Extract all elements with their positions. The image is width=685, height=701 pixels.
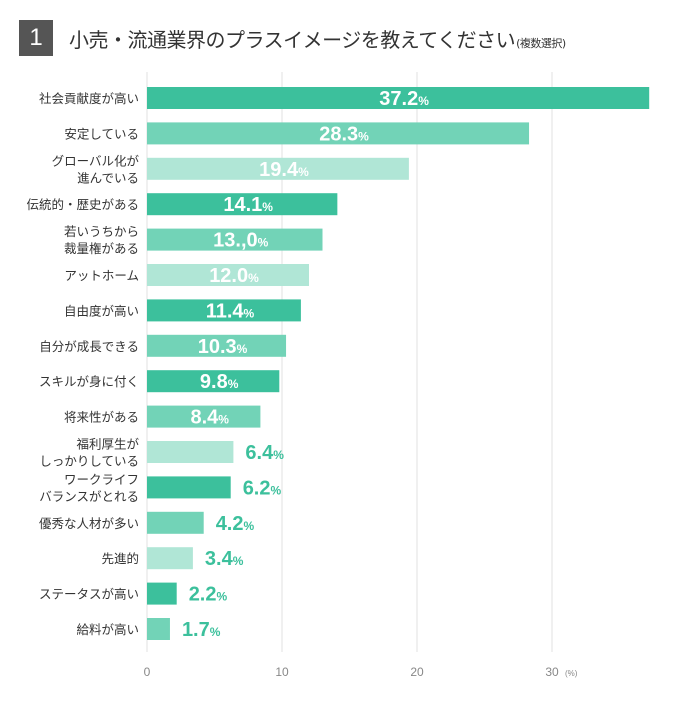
value-number: 28.3 xyxy=(319,123,358,145)
category-label: 先進的 xyxy=(101,551,139,566)
value-number: 2.2 xyxy=(189,584,217,606)
bar xyxy=(147,264,309,286)
category-label: ワークライフ xyxy=(64,472,139,487)
value-label: 14.1% xyxy=(223,194,273,216)
value-unit: % xyxy=(258,236,269,250)
category-label: 給料が高い xyxy=(76,622,139,637)
category-label: 安定している xyxy=(64,126,139,141)
x-tick-label: 10 xyxy=(275,665,289,679)
bar xyxy=(147,547,193,570)
bar xyxy=(147,405,261,428)
chart-title-note: (複数選択) xyxy=(516,36,566,50)
value-number: 1.7 xyxy=(182,619,210,641)
bar xyxy=(147,122,530,145)
value-number: 19.4 xyxy=(259,159,299,181)
value-label: 8.4% xyxy=(190,407,229,429)
bar xyxy=(147,299,301,322)
value-unit: % xyxy=(271,483,282,497)
bar xyxy=(147,582,177,605)
x-axis-unit: (%) xyxy=(565,669,578,678)
value-unit: % xyxy=(233,554,244,568)
bar xyxy=(147,476,231,499)
value-unit: % xyxy=(248,271,259,285)
category-label: スキルが身に付く xyxy=(39,374,139,389)
value-number: 9.8 xyxy=(200,371,228,393)
bar xyxy=(147,87,650,109)
value-label: 19.4% xyxy=(259,159,309,181)
value-number: 3.4 xyxy=(205,548,234,570)
value-label: 6.4% xyxy=(245,442,284,464)
category-label: 将来性がある xyxy=(64,410,139,425)
value-unit: % xyxy=(210,625,221,639)
value-label: 11.4% xyxy=(206,300,255,322)
chart-header: 1 小売・流通業界のプラスイメージを教えてください(複数選択) xyxy=(19,20,566,56)
value-label: 2.2% xyxy=(189,584,228,606)
value-number: 37.2 xyxy=(379,88,418,110)
value-unit: % xyxy=(244,306,255,320)
bar xyxy=(147,228,323,251)
bar xyxy=(147,511,204,534)
value-unit: % xyxy=(418,94,429,108)
x-tick-label: 30 xyxy=(545,665,559,679)
question-number-badge: 1 xyxy=(19,20,53,56)
value-label: 13.,0% xyxy=(213,230,268,252)
bar xyxy=(147,334,287,357)
bar xyxy=(147,370,280,393)
category-label: 福利厚生が xyxy=(76,437,139,452)
category-label: 伝統的・歴史がある xyxy=(26,197,139,212)
value-label: 9.8% xyxy=(200,371,239,393)
category-label: グローバル化が xyxy=(52,153,140,168)
value-unit: % xyxy=(217,590,228,604)
value-unit: % xyxy=(298,165,309,179)
value-unit: % xyxy=(228,377,239,391)
value-number: 10.3 xyxy=(198,336,237,358)
category-label: しっかりしている xyxy=(39,454,139,469)
category-label: 優秀な人材が多い xyxy=(39,516,139,531)
value-label: 12.0% xyxy=(209,265,259,287)
category-label: 裁量権がある xyxy=(64,241,139,256)
category-label: 社会貢献度が高い xyxy=(39,91,139,106)
value-number: 6.4 xyxy=(245,442,274,464)
value-label: 4.2% xyxy=(216,513,255,535)
value-number: 8.4 xyxy=(190,407,219,429)
bar xyxy=(147,157,409,180)
category-label: アットホーム xyxy=(64,268,139,283)
value-label: 10.3% xyxy=(198,336,248,358)
category-label: 若いうちから xyxy=(64,224,139,239)
bar xyxy=(147,441,234,463)
value-unit: % xyxy=(237,342,248,356)
value-number: 13.,0 xyxy=(213,230,257,252)
value-number: 14.1 xyxy=(223,194,262,216)
x-tick-label: 20 xyxy=(410,665,424,679)
value-label: 3.4% xyxy=(205,548,244,570)
value-number: 11.4 xyxy=(206,300,245,322)
value-number: 4.2 xyxy=(216,513,244,535)
category-label: ステータスが高い xyxy=(39,587,139,602)
value-unit: % xyxy=(273,448,284,462)
chart-title: 小売・流通業界のプラスイメージを教えてください(複数選択) xyxy=(69,24,566,53)
bar xyxy=(147,618,170,640)
value-label: 28.3% xyxy=(319,123,369,145)
category-label: 自分が成長できる xyxy=(39,339,139,354)
category-label: バランスがとれる xyxy=(39,489,139,504)
value-label: 6.2% xyxy=(243,477,282,499)
value-number: 6.2 xyxy=(243,477,271,499)
value-label: 1.7% xyxy=(182,619,221,641)
x-tick-label: 0 xyxy=(144,665,151,679)
category-label: 自由度が高い xyxy=(64,303,139,318)
value-label: 37.2% xyxy=(379,88,429,110)
bar xyxy=(147,193,338,216)
value-unit: % xyxy=(218,413,229,427)
value-number: 12.0 xyxy=(209,265,248,287)
value-unit: % xyxy=(358,129,369,143)
value-unit: % xyxy=(244,519,255,533)
value-unit: % xyxy=(262,200,273,214)
chart-title-text: 小売・流通業界のプラスイメージを教えてください xyxy=(69,27,516,52)
category-label: 進んでいる xyxy=(77,170,139,185)
